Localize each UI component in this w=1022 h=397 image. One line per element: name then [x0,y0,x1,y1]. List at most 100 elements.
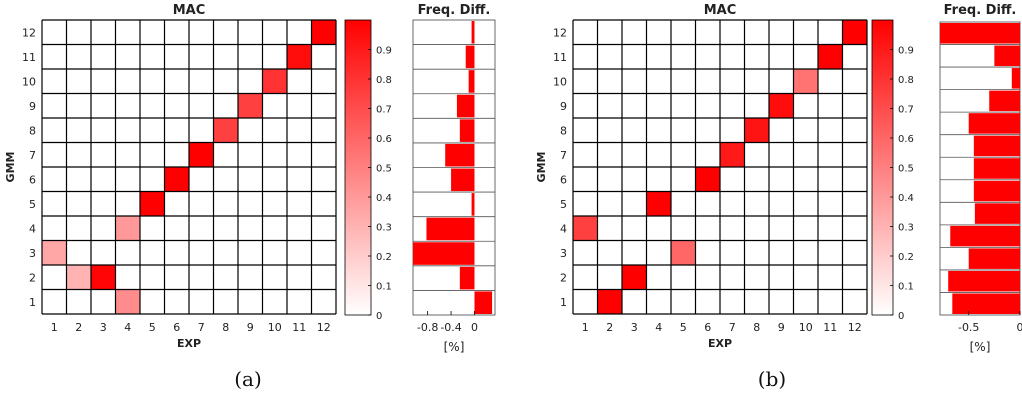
freq-diff-bar [989,90,1020,112]
freq-diff-bar [451,168,475,192]
colorbar [871,19,894,316]
freq-diff-unit: [%] [970,340,991,354]
heatmap-cell [91,265,116,290]
x-tick-label: 12 [317,321,331,334]
x-tick-label: 11 [823,321,837,334]
x-tick-label: 4 [124,321,131,334]
freq-diff-bar [471,21,475,44]
y-tick-label: 8 [29,124,36,137]
colorbar-tick-label: 0.2 [376,252,392,263]
x-tick-label: 11 [292,321,306,334]
heatmap-cell [769,93,794,118]
heatmap-cell [238,93,263,118]
heatmap-cell [42,240,67,265]
x-tick-label: 4 [655,321,662,334]
x-tick-label: 3 [100,321,107,334]
freq-diff-bar [952,293,1020,314]
heatmap-cell [287,44,312,69]
y-tick-label: 3 [560,247,567,260]
x-tick-label: 6 [704,321,711,334]
freq-diff-tick-label: 0 [1017,321,1022,334]
y-tick-label: 6 [560,173,567,186]
x-tick-label: 6 [173,321,180,334]
heatmap-title: MAC [173,3,206,18]
colorbar-tick-label: 0.6 [376,134,392,145]
x-tick-label: 8 [753,321,760,334]
freq-diff-bar [459,119,475,142]
freq-diff-bar [950,225,1020,247]
x-tick-label: 5 [149,321,156,334]
freq-diff-bar [973,135,1020,157]
colorbar-tick-label: 0.9 [898,46,914,57]
y-axis-label: GMM [4,152,17,183]
heatmap-cell [695,167,720,192]
colorbar-tick-label: 0.4 [898,193,914,204]
colorbar-tick-label: 0.9 [376,46,392,57]
freq-diff-bar [456,94,475,118]
x-tick-label: 2 [75,321,82,334]
y-tick-label: 2 [560,271,567,284]
heatmap-cell [720,142,745,167]
heatmap-cell [793,69,818,94]
y-tick-label: 5 [29,198,36,211]
y-tick-label: 7 [29,149,36,162]
x-tick-label: 5 [680,321,687,334]
y-tick-label: 4 [560,222,567,235]
freq-diff-bar [468,70,475,93]
y-tick-label: 1 [29,296,36,309]
y-tick-label: 10 [22,75,36,88]
freq-diff-title: Freq. Diff. [418,3,491,18]
heatmap-cell [622,265,647,290]
y-axis-label: GMM [535,152,548,183]
freq-diff-bar [471,193,475,216]
freq-diff-tick-label: -0.8 [417,321,438,334]
y-tick-label: 2 [29,271,36,284]
y-tick-label: 12 [22,26,36,39]
freq-diff-bar [459,266,475,290]
heatmap-title: MAC [704,3,737,18]
freq-diff-bar [465,45,475,69]
colorbar-tick-label: 0 [376,311,382,322]
y-tick-label: 9 [560,100,567,113]
freq-diff-bar [973,180,1020,202]
freq-diff-tick-label: 0 [471,321,478,334]
y-tick-label: 7 [560,149,567,162]
heatmap-cell [262,69,287,94]
colorbar-tick-label: 0.8 [898,75,914,86]
colorbar-tick-label: 0.6 [898,134,914,145]
freq-diff-title: Freq. Diff. [944,3,1017,18]
heatmap-cell [744,118,769,143]
x-tick-label: 9 [778,321,785,334]
freq-diff-bar [968,248,1020,269]
y-tick-label: 12 [553,26,567,39]
caption-b: (b) [758,367,786,391]
colorbar-tick-label: 0.7 [898,105,914,116]
x-tick-label: 9 [247,321,254,334]
heatmap-cell [164,167,189,192]
heatmap-cell [818,44,843,69]
freq-diff-bar [413,242,475,265]
heatmap-cell [646,191,671,216]
heatmap-cell [311,20,336,45]
freq-diff-tick-label: -0.4 [440,321,461,334]
freq-diff-bar [974,203,1020,224]
colorbar [344,19,372,316]
heatmap-cell [115,216,140,241]
panel-b: 1 2 3 4 5 6 7 8 9 10 11 12123456789101112MACEXPGMM0… [535,3,1022,354]
colorbar-tick-label: 0.5 [376,164,392,175]
y-tick-label: 8 [560,124,567,137]
y-tick-label: 3 [29,247,36,260]
heatmap-cell [115,289,140,314]
heatmap-cell [189,142,214,167]
y-tick-label: 6 [29,173,36,186]
colorbar-tick-label: 0.5 [898,164,914,175]
colorbar-tick-label: 0.7 [376,105,392,116]
colorbar-tick-label: 0.3 [898,223,914,234]
colorbar-tick-label: 0.2 [898,252,914,263]
y-tick-label: 5 [560,198,567,211]
freq-diff-tick-label: -0.5 [958,321,979,334]
freq-diff-bar [968,113,1020,134]
x-tick-label: 7 [729,321,736,334]
heatmap-cell [842,20,867,45]
